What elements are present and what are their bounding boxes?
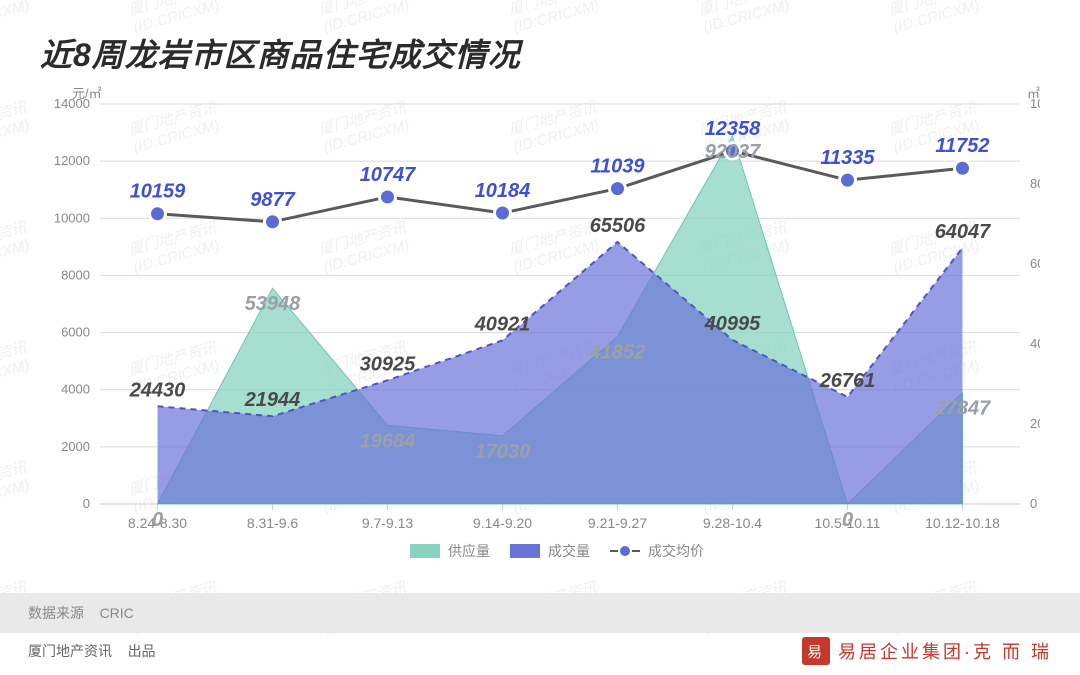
supply-label: 41852	[589, 342, 646, 364]
chart-container: 近8周龙岩市区商品住宅成交情况 0 2000 4000 6000 8000 10000 12…	[0, 0, 1080, 579]
svg-text:20000: 20000	[1030, 416, 1040, 431]
legend-label: 供应量	[448, 543, 490, 559]
legend-swatch-supply	[410, 544, 440, 558]
legend-swatch-price	[619, 545, 631, 557]
legend-label: 成交均价	[648, 543, 704, 559]
footer-bar: 厦门地产资讯 出品 易 易居企业集团·克 而 瑞	[0, 627, 1080, 675]
volume-label: 64047	[935, 221, 991, 243]
price-marker	[840, 172, 856, 188]
volume-label: 40995	[704, 313, 761, 335]
volume-label: 24430	[129, 379, 186, 401]
brand-logo-icon: 易	[802, 637, 830, 665]
supply-label: 27847	[934, 398, 991, 420]
svg-text:0: 0	[1030, 496, 1037, 511]
price-marker	[150, 206, 166, 222]
supply-label: 17030	[475, 441, 531, 463]
price-label: 10184	[475, 180, 531, 202]
volume-label: 21944	[244, 389, 301, 411]
producer: 厦门地产资讯 出品	[28, 641, 156, 661]
price-label: 12358	[705, 118, 761, 140]
price-label: 11039	[590, 156, 645, 178]
svg-text:8.31-9.6: 8.31-9.6	[247, 515, 299, 531]
svg-text:9.7-9.13: 9.7-9.13	[362, 515, 414, 531]
price-marker	[955, 160, 971, 176]
volume-label: 26761	[819, 370, 876, 392]
svg-text:2000: 2000	[61, 439, 90, 454]
svg-text:元/㎡: 元/㎡	[72, 86, 102, 101]
price-label: 10159	[130, 181, 186, 203]
supply-label: 53948	[245, 293, 301, 315]
svg-text:80000: 80000	[1030, 176, 1040, 191]
svg-text:8000: 8000	[61, 267, 90, 282]
svg-text:0: 0	[83, 496, 90, 511]
price-marker	[495, 205, 511, 221]
brand-text: 易居企业集团·克 而 瑞	[838, 638, 1052, 664]
svg-text:9.21-9.27: 9.21-9.27	[588, 515, 647, 531]
supply-label: 0	[842, 509, 853, 531]
volume-label: 65506	[590, 215, 646, 237]
supply-label: 19684	[360, 430, 416, 452]
price-label: 10747	[360, 164, 416, 186]
brand: 易 易居企业集团·克 而 瑞	[802, 637, 1052, 665]
svg-text:12000: 12000	[54, 153, 90, 168]
legend-swatch-volume	[510, 544, 540, 558]
price-marker	[380, 189, 396, 205]
source-value: CRIC	[100, 605, 134, 621]
svg-text:6000: 6000	[61, 325, 90, 340]
svg-text:4000: 4000	[61, 382, 90, 397]
legend-label: 成交量	[548, 543, 590, 559]
price-label: 9877	[250, 189, 295, 211]
svg-text:9.28-10.4: 9.28-10.4	[703, 515, 762, 531]
supply-label: 92037	[705, 141, 761, 163]
svg-text:10.12-10.18: 10.12-10.18	[925, 515, 1000, 531]
price-marker	[610, 181, 626, 197]
price-marker	[265, 214, 281, 230]
combo-chart: 0200040006000800010000120001400002000040…	[40, 84, 1040, 574]
price-label: 11335	[820, 147, 875, 169]
volume-label: 40921	[474, 313, 531, 335]
svg-text:40000: 40000	[1030, 336, 1040, 351]
supply-label: 0	[152, 509, 163, 531]
price-label: 11752	[935, 135, 989, 157]
svg-text:60000: 60000	[1030, 256, 1040, 271]
volume-label: 30925	[360, 353, 416, 375]
svg-text:10000: 10000	[54, 210, 90, 225]
svg-text:㎡: ㎡	[1027, 86, 1040, 101]
svg-text:9.14-9.20: 9.14-9.20	[473, 515, 532, 531]
page-title: 近8周龙岩市区商品住宅成交情况	[40, 30, 1040, 76]
source-label: 数据来源	[28, 605, 84, 621]
